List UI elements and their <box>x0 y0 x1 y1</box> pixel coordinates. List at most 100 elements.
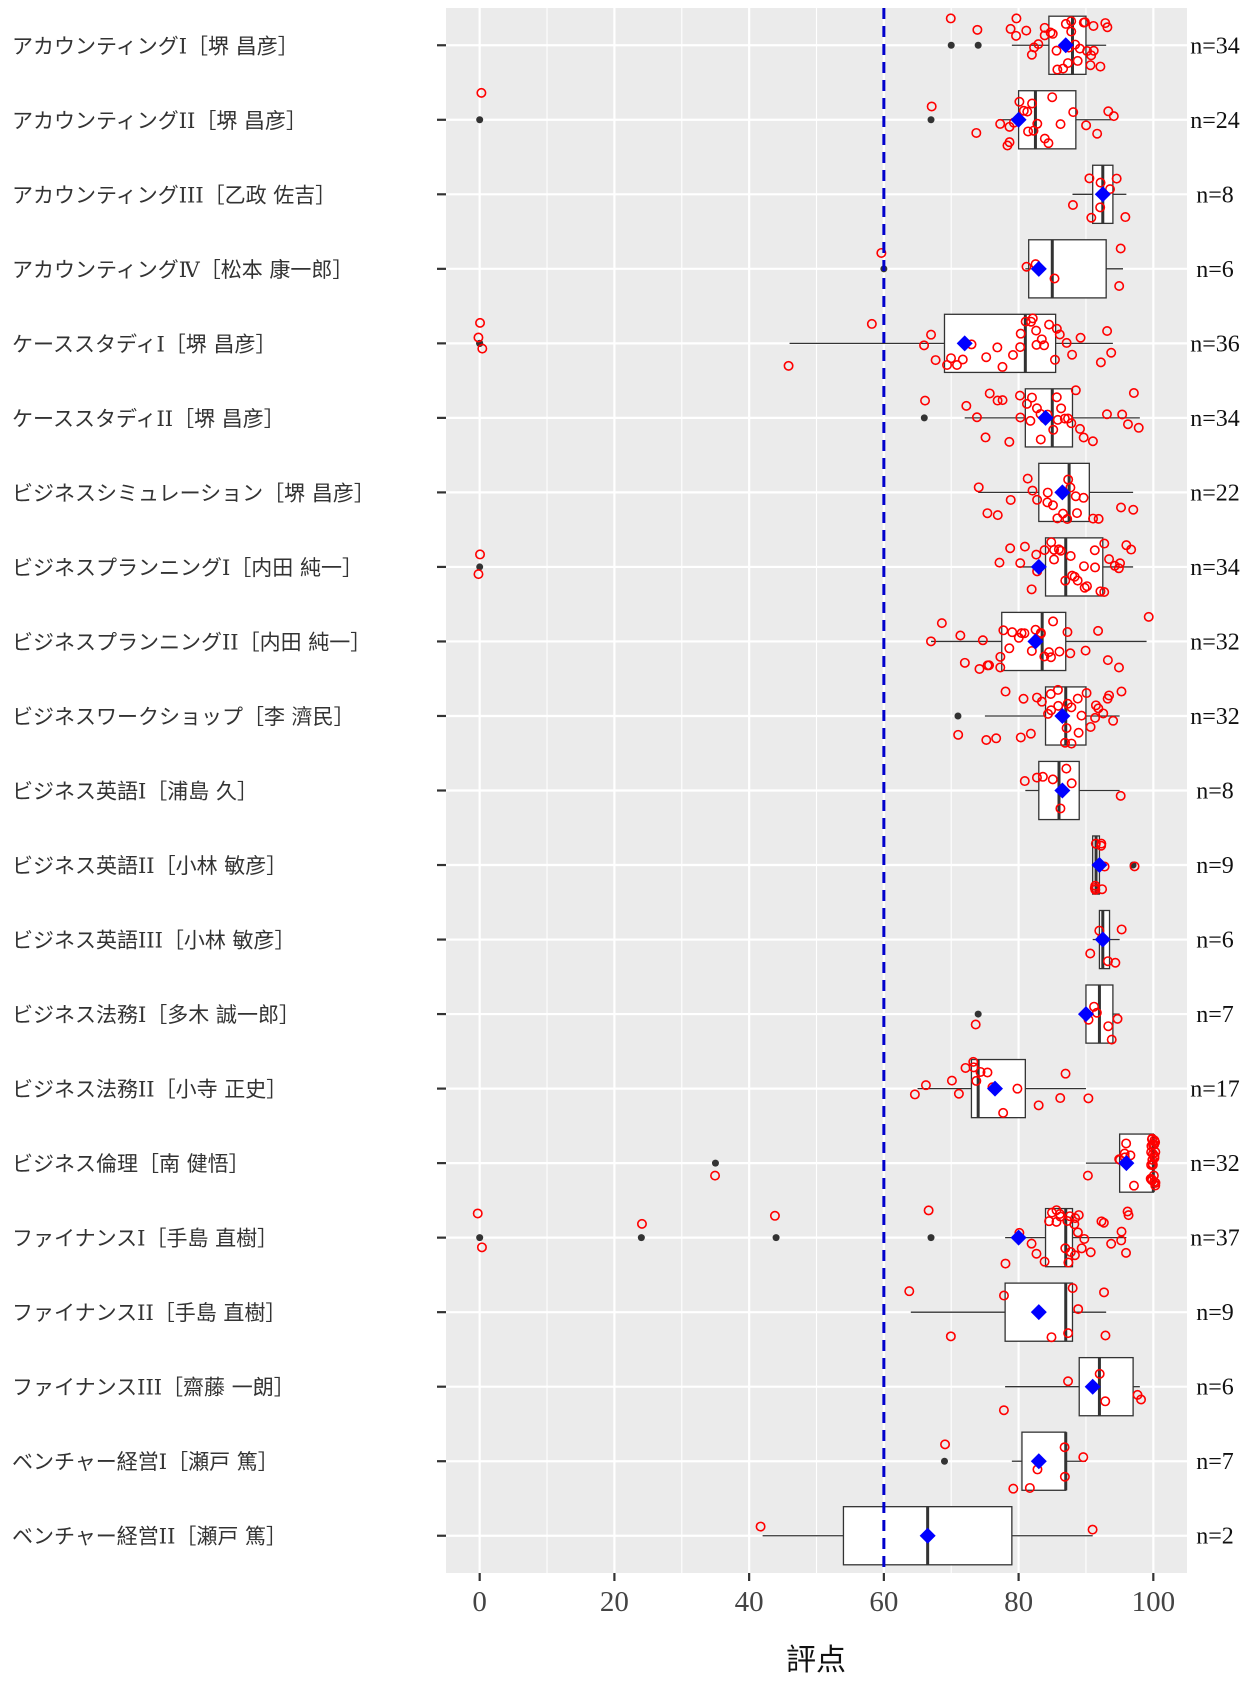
jitter-point <box>1066 16 1077 27</box>
jitter-point <box>1000 1258 1011 1269</box>
jitter-point <box>946 1075 957 1086</box>
jitter-point <box>1066 26 1077 37</box>
count-label: n=32 <box>1190 1151 1240 1177</box>
jitter-point <box>997 361 1008 372</box>
mean-marker <box>1057 37 1074 54</box>
jitter-point <box>1096 838 1107 849</box>
jitter-point <box>1087 1524 1098 1535</box>
jitter-point <box>1049 554 1060 565</box>
count-label: n=2 <box>1196 1524 1234 1550</box>
jitter-point <box>1014 96 1025 107</box>
category-label: ファイナンスIII［齋藤 一朗］ <box>12 1376 295 1400</box>
jitter-point <box>984 660 995 671</box>
jitter-point <box>961 400 972 411</box>
jitter-point <box>1062 58 1073 69</box>
jitter-point <box>1128 1180 1139 1191</box>
jitter-point <box>971 1075 982 1086</box>
jitter-point <box>1011 13 1022 24</box>
jitter-point <box>1035 627 1046 638</box>
jitter-point <box>1055 119 1066 130</box>
jitter-point <box>1039 340 1050 351</box>
jitter-point <box>1026 392 1037 403</box>
jitter-point <box>1082 1170 1093 1181</box>
count-label: n=34 <box>1190 406 1240 432</box>
category-label: ケーススタディII［堺 昌彦］ <box>12 407 285 431</box>
jitter-point <box>1042 487 1053 498</box>
jitter-point <box>1115 558 1126 569</box>
mean-marker <box>1030 558 1047 575</box>
jitter-point <box>1073 1210 1084 1221</box>
jitter-point <box>1000 686 1011 697</box>
jitter-point <box>1032 494 1043 505</box>
jitter-point <box>1060 18 1071 29</box>
jitter-point <box>1098 708 1109 719</box>
jitter-point <box>1044 1216 1055 1227</box>
jitter-point <box>1052 64 1063 75</box>
jitter-point <box>940 1439 951 1450</box>
jitter-point <box>982 1067 993 1078</box>
outlier-point <box>476 116 484 124</box>
jitter-point <box>1099 1287 1110 1298</box>
jitter-point <box>1122 419 1133 430</box>
jitter-point <box>1053 700 1064 711</box>
jitter-point <box>1043 138 1054 149</box>
jitter-point <box>992 342 1003 353</box>
jitter-point <box>1103 1021 1114 1032</box>
box-iqr <box>1017 90 1077 150</box>
jitter-point <box>1051 45 1062 56</box>
jitter-point <box>997 395 1008 406</box>
jitter-point <box>1045 652 1056 663</box>
jitter-point <box>968 1062 979 1073</box>
jitter-point <box>636 1218 647 1229</box>
jitter-point <box>1015 412 1026 423</box>
jitter-point <box>1005 494 1016 505</box>
jitter-point <box>992 395 1003 406</box>
jitter-point <box>1099 538 1110 549</box>
outlier-point <box>940 1457 948 1465</box>
mean-marker <box>987 1080 1004 1097</box>
jitter-point <box>1106 1238 1117 1249</box>
jitter-point <box>1007 627 1018 638</box>
jitter-point <box>1063 1328 1074 1339</box>
jitter-point <box>975 1066 986 1077</box>
jitter-point <box>1085 721 1096 732</box>
jitter-point <box>1069 1250 1080 1261</box>
category-labels: アカウンティングI［堺 昌彦］ アカウンティングII［堺 昌彦］ アカウンティングI… <box>12 34 446 1549</box>
mean-marker <box>1077 1006 1094 1023</box>
category-label: ビジネス英語I［浦島 久］ <box>12 780 258 804</box>
count-label: n=6 <box>1196 928 1234 954</box>
jitter-point <box>1095 177 1106 188</box>
mean-marker <box>1118 1155 1135 1172</box>
jitter-point <box>995 118 1006 129</box>
mean-marker <box>1030 1304 1047 1321</box>
jitter-point <box>1023 126 1034 137</box>
category-label: ビジネス英語II［小林 敏彦］ <box>12 854 287 878</box>
jitter-point <box>1021 25 1032 36</box>
jitter-point <box>1021 261 1032 272</box>
jitter-point <box>1061 337 1072 348</box>
box-20 <box>755 1506 1098 1566</box>
jitter-point <box>926 636 937 647</box>
jitter-point <box>1063 1376 1074 1387</box>
count-labels: n=34 n=24 n=8 n=6 n=36 n=34 n=22 n=34 n=32 n=32 n=… <box>1190 33 1240 1549</box>
box-15 <box>710 1133 1161 1193</box>
jitter-point <box>953 1088 964 1099</box>
jitter-point <box>1031 772 1042 783</box>
jitter-point <box>1150 1147 1161 1158</box>
jitter-point <box>1052 684 1063 695</box>
jitter-point <box>1108 111 1119 122</box>
jitter-point <box>1146 1174 1157 1185</box>
x-tick-label: 20 <box>600 1586 629 1618</box>
jitter-point <box>971 127 982 138</box>
jitter-point <box>1031 549 1042 560</box>
jitter-point <box>909 1089 920 1100</box>
jitter-point <box>1150 1137 1161 1148</box>
jitter-point <box>1103 106 1114 117</box>
jitter-point <box>1114 281 1125 292</box>
jitter-point <box>1026 1238 1037 1249</box>
jitter-point <box>1072 55 1083 66</box>
x-tick-label: 40 <box>735 1586 764 1618</box>
jitter-point <box>1086 212 1097 223</box>
jitter-point <box>1093 513 1104 524</box>
jitter-point <box>1060 1068 1071 1079</box>
